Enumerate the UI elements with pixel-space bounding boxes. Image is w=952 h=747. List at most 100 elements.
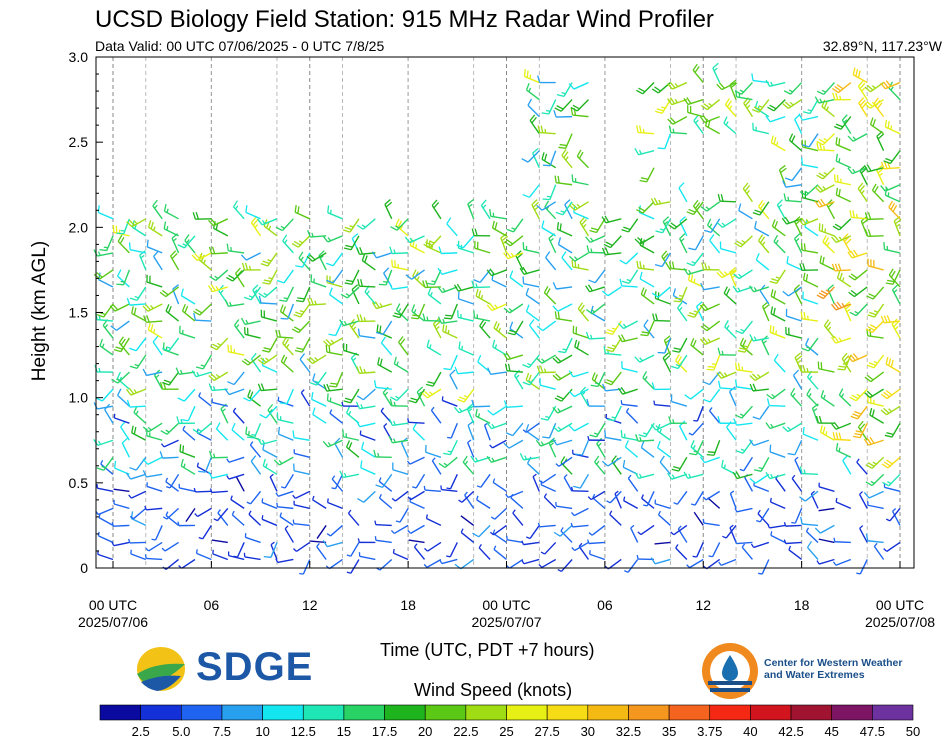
- wind-barb: [118, 336, 130, 356]
- wind-barb: [623, 496, 639, 509]
- wind-barb: [504, 235, 524, 247]
- wind-barb: [883, 242, 901, 254]
- y-tick-label: 3.0: [69, 49, 89, 65]
- wind-barb: [621, 361, 638, 373]
- wind-barb: [794, 456, 803, 475]
- wind-barb: [250, 455, 262, 475]
- wind-barb: [175, 367, 196, 375]
- wind-barb: [142, 456, 163, 465]
- wind-barb: [836, 270, 852, 288]
- wind-barb: [423, 235, 442, 249]
- wind-barb: [752, 99, 770, 113]
- wind-barb: [233, 200, 245, 220]
- wind-barb: [706, 354, 721, 371]
- wind-barb: [832, 432, 851, 441]
- y-tick-label: 1.0: [69, 390, 89, 406]
- wind-barb: [556, 222, 573, 237]
- wind-barb: [540, 541, 557, 555]
- wind-barb: [724, 320, 737, 339]
- wind-barb: [723, 286, 737, 305]
- wind-barb: [814, 198, 835, 208]
- wind-barb: [388, 435, 409, 444]
- y-tick-label: 0.5: [69, 475, 89, 491]
- wind-barb: [716, 218, 737, 228]
- wind-barb: [438, 456, 458, 469]
- wind-barb: [799, 263, 819, 272]
- wind-barb: [375, 320, 393, 336]
- wind-barb: [408, 539, 425, 544]
- cw3e-logo-icon: [702, 643, 758, 699]
- wind-barb: [788, 133, 803, 152]
- wind-barb: [561, 149, 573, 169]
- colorbar-label: 3.75: [697, 724, 722, 739]
- wind-barb: [471, 228, 491, 237]
- wind-barb: [99, 235, 114, 252]
- wind-barb: [699, 115, 720, 124]
- wind-barb: [456, 235, 475, 249]
- wind-barb: [443, 439, 458, 456]
- wind-barb: [561, 251, 573, 271]
- wind-barb: [111, 522, 130, 527]
- wind-barb: [605, 320, 622, 336]
- x-tick-date: 2025/07/07: [471, 614, 541, 630]
- wind-barb: [750, 541, 770, 549]
- wind-barb: [423, 485, 441, 493]
- wind-barb: [431, 199, 442, 220]
- wind-barb: [277, 396, 294, 407]
- colorbar-swatch: [181, 704, 223, 721]
- wind-barb: [752, 201, 770, 216]
- wind-barb: [93, 269, 114, 280]
- wind-barb: [670, 394, 688, 407]
- colorbar-label: 20: [418, 724, 432, 739]
- wind-barb: [817, 361, 835, 373]
- wind-barb: [446, 542, 458, 558]
- wind-barb: [816, 167, 835, 180]
- wind-barb: [233, 542, 245, 558]
- wind-barb: [208, 471, 228, 479]
- wind-barb: [276, 269, 294, 284]
- wind-barb: [801, 133, 819, 148]
- wind-barb: [538, 473, 557, 484]
- wind-barb: [193, 487, 212, 493]
- wind-barb: [635, 125, 655, 135]
- wind-barb: [672, 288, 688, 305]
- wind-barb: [440, 485, 458, 493]
- wind-barb: [571, 507, 589, 517]
- wind-barb: [880, 388, 901, 400]
- wind-barb: [571, 541, 589, 552]
- y-tick-label: 1.5: [69, 305, 89, 321]
- cw3e-line1: Center for Western Weather: [764, 657, 903, 669]
- wind-barb: [310, 540, 327, 544]
- wind-barb: [504, 363, 523, 373]
- wind-barb: [441, 396, 458, 407]
- wind-barb: [111, 371, 130, 384]
- wind-barb: [525, 287, 540, 305]
- wind-barb: [537, 75, 556, 84]
- wind-barb: [814, 524, 835, 534]
- y-axis: 0 0.5 1.0 1.5 2.0 2.5 3.0: [69, 49, 103, 576]
- wind-barb: [477, 354, 491, 373]
- wind-barb: [756, 508, 770, 523]
- wind-barb: [852, 422, 868, 439]
- wind-barb: [604, 558, 622, 570]
- wind-barb: [113, 488, 130, 493]
- wind-barb: [700, 282, 720, 291]
- wind-barb: [755, 252, 770, 271]
- wind-barb: [686, 201, 704, 216]
- wind-barb: [677, 301, 688, 322]
- x-tick-label: 18: [794, 597, 810, 613]
- wind-barb: [159, 286, 180, 298]
- wind-barb: [240, 317, 261, 326]
- wind-barb: [227, 344, 245, 356]
- wind-barb: [343, 235, 360, 251]
- wind-barb: [630, 524, 639, 543]
- wind-barb: [606, 490, 622, 504]
- wind-barb: [709, 234, 721, 254]
- wind-barb: [724, 98, 737, 118]
- wind-barb: [858, 491, 868, 509]
- wind-barb: [542, 422, 557, 439]
- wind-barb: [489, 209, 507, 220]
- wind-barb: [129, 507, 147, 520]
- wind-barb: [374, 536, 392, 544]
- wind-barb: [318, 250, 327, 271]
